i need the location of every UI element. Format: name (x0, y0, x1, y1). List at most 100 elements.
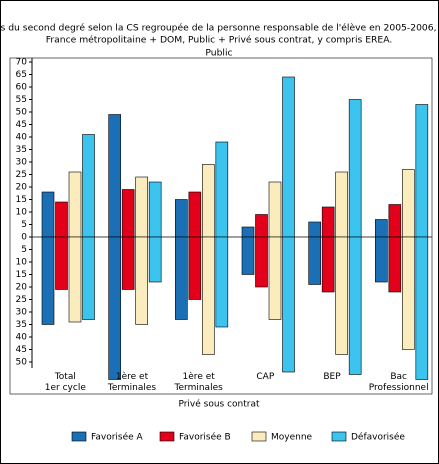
y-tick-label: 10 (16, 258, 28, 268)
y-tick-label: 30 (16, 308, 28, 318)
bar (282, 76, 295, 238)
bar (335, 171, 348, 238)
x-tick-label: 1ère et Terminales (174, 371, 224, 393)
plot-frame (9, 57, 433, 395)
bar (268, 236, 282, 320)
x-tick-label-line: 1er cycle (45, 383, 87, 393)
bar (148, 236, 162, 283)
bar (55, 236, 68, 290)
y-tick-label: 60 (16, 83, 28, 93)
lower-label: Privé sous contrat (178, 399, 260, 410)
bar (375, 236, 388, 283)
y-tick-label: 50 (16, 358, 28, 368)
bar (175, 236, 188, 320)
bar (321, 206, 335, 238)
y-tick-label: 15 (16, 195, 27, 205)
x-tick-label-line: Total (54, 372, 76, 382)
bar (135, 236, 148, 325)
x-tick-label-line: Terminales (174, 383, 224, 393)
bar (215, 141, 229, 238)
y-tick-label: 45 (16, 120, 27, 130)
bar (402, 169, 415, 238)
bar (415, 104, 429, 238)
bar (255, 236, 268, 288)
bar (321, 236, 335, 293)
bar (255, 214, 268, 238)
bar (55, 201, 68, 238)
bar (135, 176, 148, 238)
x-tick-label: 1ère et Terminales (107, 371, 157, 393)
bar (188, 191, 202, 238)
x-tick-label: CAP (256, 372, 274, 382)
bar (108, 114, 121, 238)
bar (308, 236, 321, 285)
y-tick-label: 65 (16, 70, 27, 80)
y-tick-label: 40 (16, 133, 28, 143)
bar (308, 221, 321, 238)
bar (348, 236, 362, 375)
bar (348, 99, 362, 238)
legend-label: Favorisée B (179, 432, 231, 443)
x-tick-label: BEP (323, 372, 341, 382)
bar (148, 181, 162, 238)
y-tick-label: 50 (16, 108, 28, 118)
bar (188, 236, 202, 300)
bar (82, 236, 95, 320)
x-tick-label-line: Professionnel (369, 383, 429, 393)
chart-title: Élèves du second degré selon la CS regro… (0, 22, 439, 34)
legend-label: Défavorisée (351, 432, 405, 443)
y-tick-label: 70 (16, 58, 28, 68)
bar (41, 236, 55, 325)
y-tick-label: 35 (16, 145, 27, 155)
y-tick-label: 20 (16, 283, 28, 293)
legend-swatch (71, 431, 87, 442)
bar (241, 226, 255, 238)
y-tick-label: 10 (16, 208, 28, 218)
y-tick-label: 20 (16, 183, 28, 193)
y-tick-label: 30 (16, 158, 28, 168)
bar (402, 236, 415, 350)
y-tick-label: 25 (16, 170, 27, 180)
bar (202, 164, 215, 238)
y-tick-label: 45 (16, 345, 27, 355)
bar (121, 236, 135, 290)
bar (282, 236, 295, 373)
legend-swatch (159, 431, 175, 442)
x-tick-label-line: 1ère et (183, 371, 216, 382)
x-tick-label: Total 1er cycle (45, 372, 87, 393)
legend-label: Moyenne (271, 433, 313, 443)
bar (108, 236, 121, 380)
bar (375, 219, 388, 238)
bar (82, 134, 95, 238)
y-tick-label: 35 (16, 320, 27, 330)
legend-swatch (251, 431, 267, 442)
legend-label: Favorisée A (91, 432, 144, 443)
x-tick-label-line: Bac (390, 372, 407, 382)
upper-label: Public (205, 48, 232, 59)
bar (415, 236, 429, 380)
chart-subtitle: France métropolitaine + DOM, Public + Pr… (46, 35, 393, 46)
bar (68, 236, 82, 323)
bar (241, 236, 255, 275)
y-tick-label: 5 (21, 245, 27, 255)
x-tick-label-line: 1ère et (116, 371, 149, 382)
bar (175, 199, 188, 238)
y-tick-label: 5 (21, 220, 27, 230)
y-tick-label: 0 (21, 233, 27, 243)
x-tick-label-line: BEP (323, 372, 341, 382)
y-tick-label: 25 (16, 295, 27, 305)
y-tick-label: 40 (16, 333, 28, 343)
x-tick-label: Bac Professionnel (369, 372, 429, 393)
bar (41, 191, 55, 238)
bar (335, 236, 348, 355)
bar (388, 236, 402, 293)
bar (388, 204, 402, 238)
bar (268, 181, 282, 238)
bar (68, 171, 82, 238)
y-tick-label: 55 (16, 95, 27, 105)
x-tick-label-line: Terminales (107, 383, 157, 393)
bar (121, 189, 135, 238)
bar (215, 236, 229, 328)
x-tick-label-line: CAP (256, 372, 274, 382)
